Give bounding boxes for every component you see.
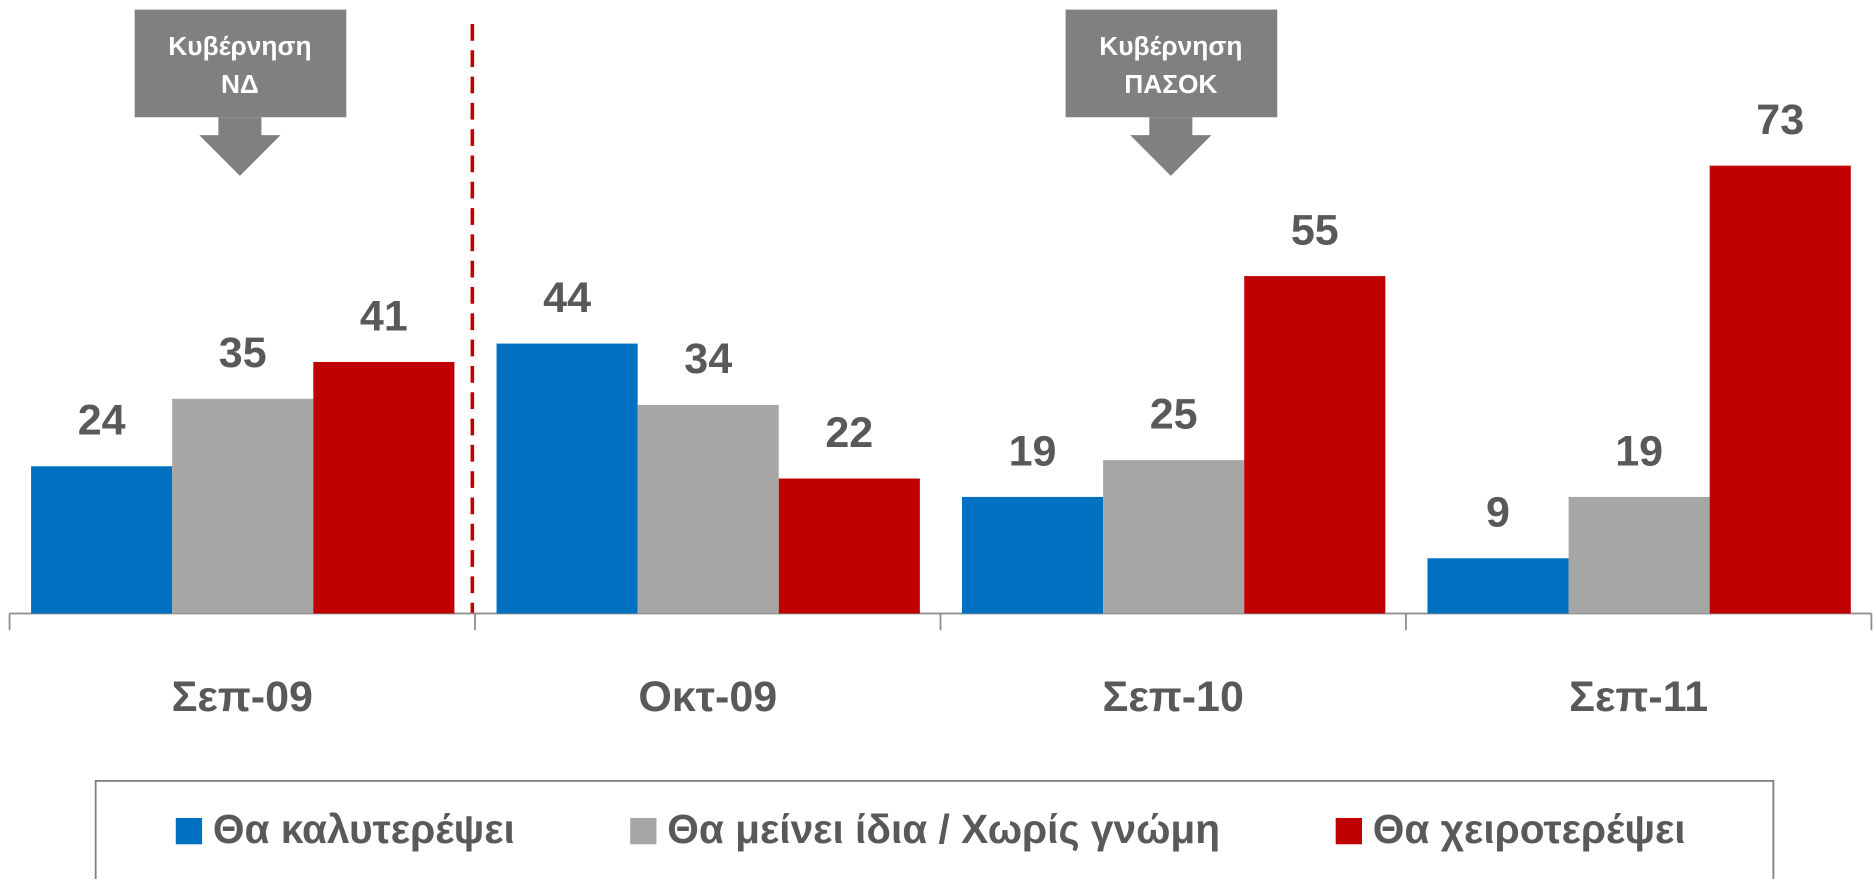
- annotation-box: [1065, 9, 1278, 118]
- bar: [172, 398, 314, 614]
- bar: [1244, 276, 1386, 614]
- bar: [313, 361, 455, 614]
- annotation-text: ΠΑΣΟΚ: [1124, 69, 1217, 99]
- x-tick-label: Σεπ-11: [1569, 673, 1708, 721]
- bar: [1568, 496, 1710, 614]
- data-label: 73: [1756, 96, 1804, 144]
- data-label: 34: [684, 335, 732, 383]
- legend-swatch: [1335, 817, 1363, 845]
- bar: [962, 496, 1104, 614]
- bar: [496, 343, 638, 614]
- annotation-text: ΝΔ: [221, 69, 259, 99]
- data-label: 19: [1009, 427, 1057, 475]
- legend-box: [94, 780, 1775, 884]
- bar: [637, 404, 779, 614]
- data-label: 55: [1291, 206, 1339, 254]
- data-label: 22: [825, 409, 873, 457]
- data-label: 9: [1486, 489, 1510, 537]
- data-label: 44: [543, 274, 591, 322]
- bar: [778, 478, 920, 614]
- data-label: 41: [360, 292, 408, 340]
- legend-label: Θα χειροτερέψει: [1373, 806, 1686, 852]
- annotation-text: Κυβέρνηση: [168, 31, 311, 61]
- legend-swatch: [175, 817, 203, 845]
- legend-swatch: [630, 817, 657, 845]
- x-tick-label: Σεπ-09: [172, 673, 313, 721]
- bar: [1709, 165, 1851, 614]
- annotation-arrow: [1130, 117, 1212, 176]
- bar: [1103, 460, 1245, 614]
- annotation-text: Κυβέρνηση: [1099, 31, 1242, 61]
- data-label: 24: [78, 397, 126, 445]
- x-tick-label: Σεπ-10: [1103, 673, 1244, 721]
- x-tick-label: Οκτ-09: [638, 673, 777, 721]
- legend-label: Θα καλυτερέψει: [213, 806, 515, 852]
- legend-label: Θα μείνει ίδια / Χωρίς γνώμη: [667, 806, 1220, 852]
- bar: [1427, 558, 1569, 614]
- data-label: 25: [1150, 390, 1198, 438]
- annotation-arrow: [199, 117, 281, 176]
- data-label: 19: [1615, 427, 1663, 475]
- annotation-box: [134, 9, 347, 118]
- bar: [31, 466, 173, 614]
- data-label: 35: [219, 329, 267, 377]
